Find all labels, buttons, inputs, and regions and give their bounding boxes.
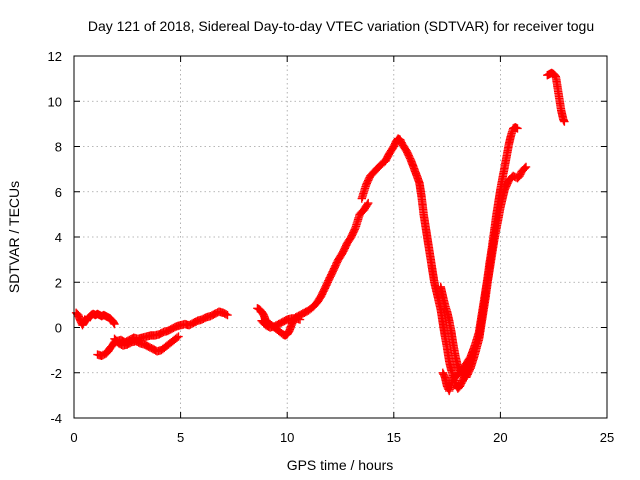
series-seg-d — [253, 198, 373, 340]
data-point — [110, 319, 119, 329]
data-point — [520, 163, 530, 173]
data-series — [71, 68, 569, 396]
series-seg-e — [257, 314, 305, 332]
data-point — [363, 200, 372, 209]
y-tick-label: 8 — [55, 140, 62, 155]
series-seg-i — [462, 162, 531, 382]
data-point — [221, 310, 231, 319]
y-tick-label: 10 — [48, 94, 62, 109]
data-point — [560, 117, 569, 126]
x-tick-label: 5 — [177, 430, 184, 445]
y-tick-label: -4 — [50, 411, 62, 426]
y-tick-label: -2 — [50, 366, 62, 381]
y-tick-label: 2 — [55, 275, 62, 290]
data-point — [172, 333, 182, 342]
x-tick-label: 20 — [493, 430, 507, 445]
series-seg-j — [543, 68, 569, 126]
y-axis-label: SDTVAR / TECUs — [6, 181, 22, 293]
data-point — [364, 198, 373, 208]
series-seg-c — [110, 332, 183, 356]
chart-title: Day 121 of 2018, Sidereal Day-to-day VTE… — [88, 18, 594, 34]
x-axis-label: GPS time / hours — [287, 457, 394, 473]
data-point — [521, 162, 531, 172]
data-point — [174, 332, 183, 341]
y-tick-label: 0 — [55, 321, 62, 336]
x-tick-label: 25 — [600, 430, 614, 445]
axis-ticks: 0 5 10 15 20 25 -4 -2 0 2 4 6 8 10 12 — [48, 49, 615, 445]
data-point — [513, 124, 522, 133]
x-tick-label: 0 — [70, 430, 77, 445]
data-point — [295, 315, 305, 324]
grid-lines — [74, 56, 607, 418]
x-tick-label: 10 — [280, 430, 294, 445]
data-point — [223, 310, 232, 320]
y-tick-label: 4 — [55, 230, 62, 245]
y-tick-label: 12 — [48, 49, 62, 64]
series-seg-a — [71, 308, 119, 330]
x-tick-label: 15 — [387, 430, 401, 445]
y-tick-label: 6 — [55, 185, 62, 200]
